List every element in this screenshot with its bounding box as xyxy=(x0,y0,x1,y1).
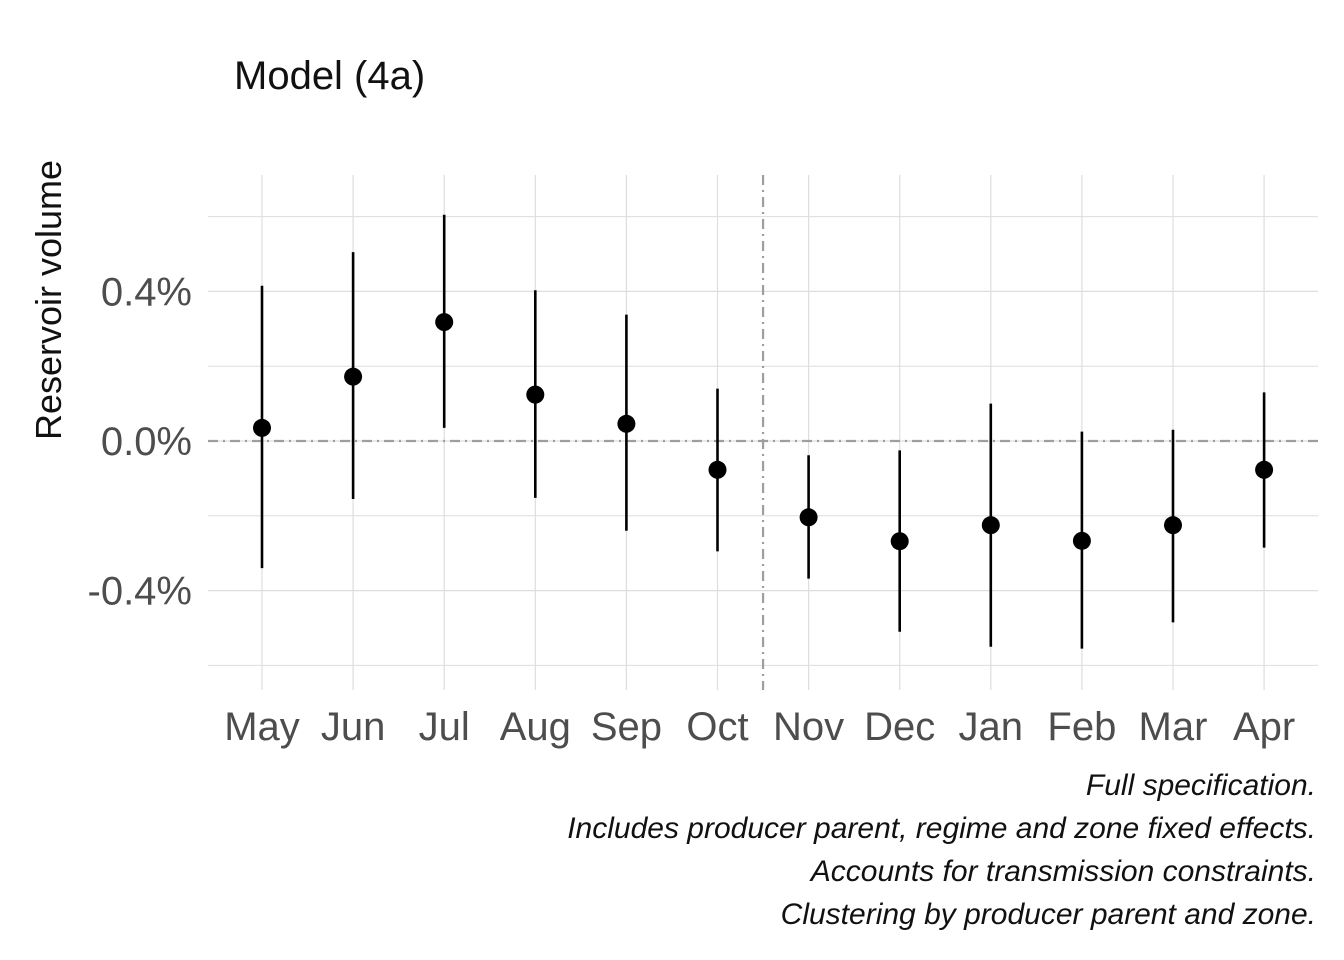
x-tick-label-sep: Sep xyxy=(591,705,662,749)
caption-line-3: Accounts for transmission constraints. xyxy=(809,855,1316,888)
x-tick-label-jun: Jun xyxy=(321,705,386,749)
point-mar xyxy=(1164,516,1182,535)
point-feb xyxy=(1072,531,1091,550)
y-tick-label: 0.4% xyxy=(101,270,192,314)
point-may xyxy=(253,418,271,437)
x-tick-label-jan: Jan xyxy=(959,705,1024,749)
point-aug xyxy=(526,385,545,404)
point-apr xyxy=(1255,460,1274,479)
x-tick-label-oct: Oct xyxy=(686,705,748,749)
x-tick-label-may: May xyxy=(224,705,300,749)
y-tick-label: -0.4% xyxy=(88,570,193,614)
caption-line-4: Clustering by producer parent and zone. xyxy=(781,898,1316,931)
point-sep xyxy=(617,414,636,433)
x-tick-label-dec: Dec xyxy=(864,705,935,749)
point-jul xyxy=(435,313,454,332)
y-axis-label: Reservoir volume xyxy=(28,160,69,440)
caption-line-1: Full specification. xyxy=(1086,769,1316,802)
plot-marks xyxy=(253,214,1274,649)
x-tick-label-apr: Apr xyxy=(1233,705,1295,749)
x-tick-label-mar: Mar xyxy=(1139,705,1208,749)
tick-labels: 0.4% 0.0% -0.4% May Jun Jul Aug Sep Oct Nov Dec Jan… xyxy=(88,270,1296,749)
x-tick-label-aug: Aug xyxy=(500,705,571,749)
point-jan xyxy=(981,516,1000,535)
reference-lines xyxy=(208,175,1318,690)
x-tick-label-jul: Jul xyxy=(419,705,470,749)
y-tick-label: 0.0% xyxy=(101,420,192,464)
point-oct xyxy=(708,460,727,479)
caption-line-2: Includes producer parent, regime and zon… xyxy=(567,812,1316,845)
x-tick-label-nov: Nov xyxy=(773,705,844,749)
chart-title: Model (4a) xyxy=(234,54,425,98)
point-nov xyxy=(799,508,818,527)
point-jun xyxy=(344,367,363,386)
x-tick-label-feb: Feb xyxy=(1047,705,1116,749)
point-dec xyxy=(890,532,909,551)
